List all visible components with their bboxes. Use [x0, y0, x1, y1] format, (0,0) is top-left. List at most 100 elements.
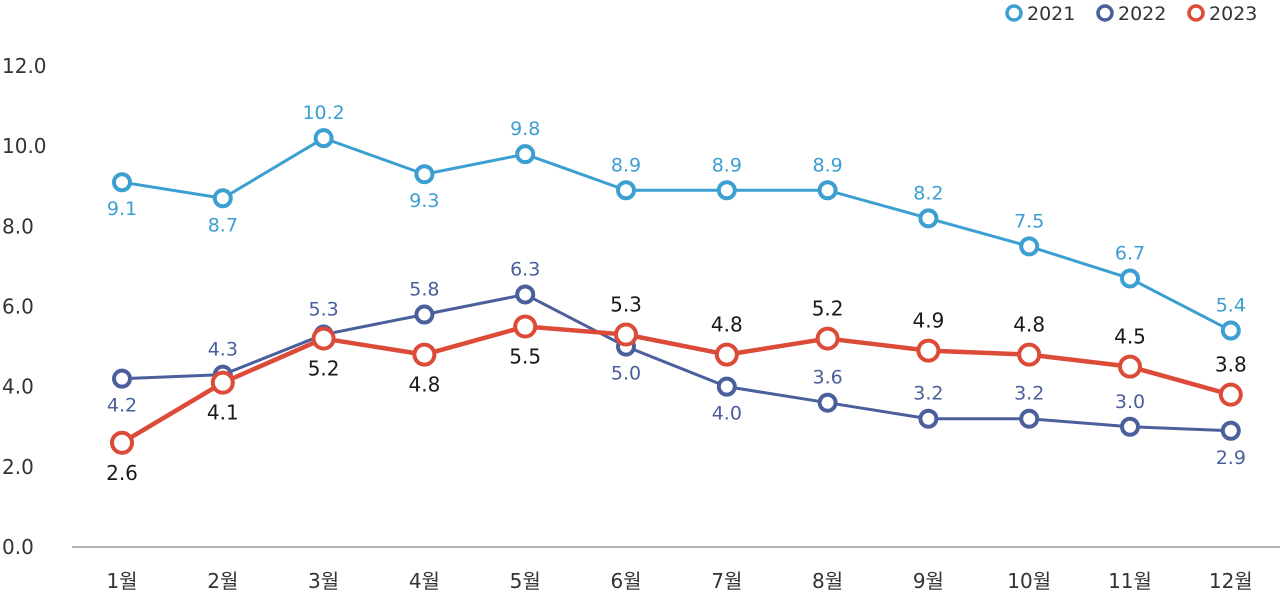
data-label-2021: 7.5 — [1014, 210, 1044, 232]
x-tick-label: 6월 — [610, 569, 641, 593]
data-label-2021: 8.9 — [812, 154, 842, 176]
x-tick-label: 4월 — [409, 569, 440, 593]
data-label-2021: 9.8 — [510, 118, 540, 140]
data-point-2022 — [112, 368, 132, 389]
data-label-2023: 4.5 — [1114, 325, 1146, 349]
data-point-2023 — [614, 322, 638, 347]
data-label-2021: 8.2 — [913, 182, 943, 204]
series-2021: 9.1 8.7 10.2 9.3 9.8 8.9 8.9 8.9 8.2 7.5 6.7 5.4 — [107, 102, 1246, 341]
legend-item-2023: 2023 — [1187, 3, 1257, 25]
data-point-2022 — [414, 304, 435, 325]
x-tick-label: 12월 — [1209, 569, 1253, 593]
data-label-2022: 5.8 — [409, 279, 439, 301]
data-label-2022: 4.3 — [208, 339, 238, 361]
x-tick-label: 1월 — [106, 569, 137, 593]
data-label-2022: 3.2 — [913, 383, 943, 405]
data-point-2022 — [1019, 408, 1040, 429]
data-label-2022: 4.0 — [712, 403, 742, 425]
data-label-2023: 5.3 — [610, 293, 642, 317]
data-label-2023: 5.2 — [308, 357, 340, 381]
data-point-2022 — [1220, 420, 1241, 441]
x-tick-label: 5월 — [510, 569, 541, 593]
legend-marker — [1187, 4, 1205, 22]
legend: 2021 2022 2023 — [1005, 3, 1257, 25]
data-point-2023 — [916, 338, 941, 363]
data-label-2023: 4.1 — [207, 401, 239, 425]
data-label-2023: 5.2 — [812, 297, 844, 321]
data-point-2022 — [918, 408, 939, 429]
data-point-2022 — [515, 284, 536, 305]
x-axis: 1월 2월 3월 4월 5월 6월 7월 8월 9월 10월 11월 12월 — [106, 569, 1252, 593]
data-label-2022: 5.3 — [308, 299, 338, 321]
y-tick-label: 8.0 — [2, 214, 34, 238]
data-label-2021: 8.9 — [611, 154, 641, 176]
data-point-2021 — [212, 188, 233, 209]
series-layer: 9.18.710.29.39.88.9 8.9 8.98.27.56.75.44.2… — [106, 102, 1247, 485]
data-label-2023: 4.9 — [912, 309, 944, 333]
data-point-2023 — [110, 430, 134, 455]
x-tick-label: 10월 — [1007, 569, 1051, 593]
data-label-2022: 3.2 — [1014, 383, 1044, 405]
legend-marker — [1096, 4, 1114, 22]
data-point-2021 — [414, 164, 435, 185]
legend-label: 2021 — [1027, 3, 1075, 25]
data-label-2021: 10.2 — [302, 102, 344, 124]
data-point-2021 — [817, 180, 838, 201]
data-point-2023 — [210, 370, 235, 395]
y-tick-label: 0.0 — [2, 535, 34, 559]
x-tick-label: 9월 — [913, 569, 944, 593]
data-point-2023 — [412, 342, 437, 367]
y-tick-label: 4.0 — [2, 375, 34, 399]
data-point-2023 — [714, 342, 739, 367]
data-point-2021 — [515, 144, 536, 165]
x-tick-label: 11월 — [1108, 569, 1152, 593]
data-point-2021 — [1120, 268, 1140, 289]
data-label-2021: 5.4 — [1216, 295, 1246, 317]
legend-label: 2022 — [1118, 3, 1166, 25]
data-label-2021: 9.1 — [107, 198, 137, 220]
y-axis: 0.0 2.0 4.0 6.0 8.0 10.0 12.0 — [2, 54, 47, 559]
data-label-2021: 9.3 — [409, 190, 439, 212]
data-point-2023 — [513, 314, 538, 339]
data-point-2021 — [716, 180, 737, 201]
legend-item-2022: 2022 — [1096, 3, 1166, 25]
data-label-2022: 3.0 — [1115, 391, 1145, 413]
x-tick-label: 3월 — [308, 569, 339, 593]
legend-marker — [1005, 4, 1023, 22]
legend-label: 2023 — [1209, 3, 1257, 25]
data-point-2021 — [1019, 236, 1040, 257]
series-2023: 2.6 4.1 5.2 4.8 5.5 5.3 4.8 5.2 4.9 4.8 4.5 3.8 — [106, 293, 1247, 485]
data-point-2023 — [1118, 354, 1142, 379]
data-point-2023 — [815, 326, 840, 351]
series-line-2021 — [121, 136, 1232, 332]
data-label-2022: 6.3 — [510, 258, 540, 280]
data-point-2022 — [1120, 416, 1140, 437]
data-point-2021 — [112, 172, 132, 193]
data-label-2023: 3.8 — [1215, 353, 1247, 377]
data-label-2023: 2.6 — [106, 461, 138, 485]
x-tick-label: 2월 — [207, 569, 238, 593]
data-label-2023: 4.8 — [711, 313, 743, 337]
data-label-2021: 6.7 — [1115, 242, 1145, 264]
series-line-2022 — [121, 292, 1231, 433]
y-tick-label: 12.0 — [2, 54, 47, 78]
data-point-2023 — [1017, 342, 1042, 367]
data-point-2021 — [313, 128, 334, 149]
data-point-2021 — [616, 180, 636, 201]
y-tick-label: 2.0 — [2, 455, 34, 479]
data-label-2021: 8.9 — [712, 154, 742, 176]
data-label-2022: 2.9 — [1216, 447, 1246, 469]
data-point-2021 — [918, 208, 939, 229]
data-point-2023 — [311, 326, 336, 351]
x-tick-label: 7월 — [711, 569, 742, 593]
y-tick-label: 10.0 — [2, 134, 47, 158]
series-line-2023 — [120, 324, 1232, 445]
series-2022: 4.2 4.3 5.3 5.8 6.3 5.0 4.0 3.6 3.2 3.2 3.0 2.9 — [107, 258, 1246, 468]
data-point-2022 — [817, 392, 838, 413]
data-label-2022: 4.2 — [107, 395, 137, 417]
data-label-2023: 5.5 — [509, 345, 541, 369]
data-label-2022: 3.6 — [812, 367, 842, 389]
y-tick-label: 6.0 — [2, 295, 34, 319]
data-label-2022: 5.0 — [611, 363, 641, 385]
